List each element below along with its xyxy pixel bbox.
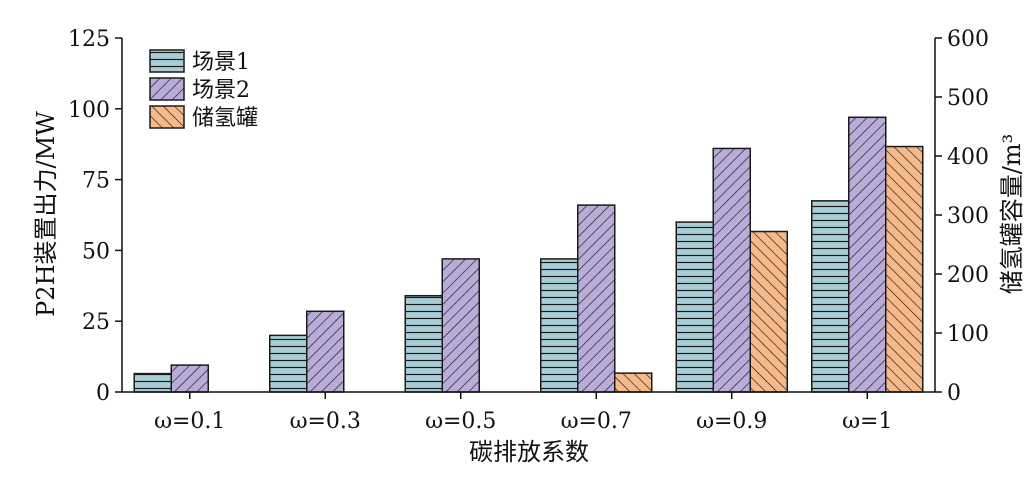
bar-scenario1: [540, 258, 579, 393]
bar-scenario2: [712, 147, 751, 393]
legend-swatch-scenario1: [149, 49, 185, 73]
x-tick-label: ω=0.5: [425, 409, 496, 434]
y2-tick-label: 300: [947, 204, 989, 229]
x-axis-title: 碳排放系数: [469, 438, 589, 466]
y-tick-label: 100: [68, 98, 110, 123]
y2-tick-label: 100: [947, 322, 989, 347]
bar-hydrogen-tank: [885, 145, 924, 393]
y2-tick-label: 600: [947, 27, 989, 52]
bar-scenario2: [441, 258, 480, 393]
bar-scenario2: [577, 204, 616, 393]
x-tick-label: ω=0.7: [561, 409, 632, 434]
y2-tick-label: 200: [947, 263, 989, 288]
ticks-layer: ω=0.1 ω=0.3 ω=0.5 ω=0.7 ω=0.9 ω=1 0 25 50 75 100 12…: [68, 27, 989, 434]
y-tick-label: 25: [82, 310, 110, 335]
y-tick-label: 75: [82, 169, 110, 194]
x-tick-label: ω=0.3: [290, 409, 361, 434]
bars-layer: [133, 116, 924, 393]
y2-tick-label: 500: [947, 86, 989, 111]
bar-scenario1: [675, 221, 714, 393]
legend-label-hydrogen-tank: 储氢罐: [192, 106, 258, 131]
legend-label-scenario2: 场景2: [192, 78, 250, 103]
x-tick-label: ω=1: [842, 409, 892, 434]
bar-scenario2: [170, 364, 209, 393]
y-axis-title: P2H装置出力/MW: [32, 111, 60, 317]
legend-swatch-hydrogen-tank: [149, 105, 185, 129]
bar-scenario2: [306, 310, 345, 393]
bar-hydrogen-tank: [749, 230, 788, 393]
bar-hydrogen-tank: [614, 372, 653, 393]
y2-axis-title: 储氢罐容量/m³: [998, 134, 1026, 294]
legend: 场景1 场景2 储氢罐: [149, 49, 258, 131]
y2-tick-label: 400: [947, 145, 989, 170]
y-tick-label: 50: [82, 239, 110, 264]
legend-label-scenario1: 场景1: [192, 50, 250, 75]
legend-swatch-scenario2: [149, 77, 185, 101]
y-tick-label: 0: [96, 381, 110, 406]
y-tick-label: 125: [68, 27, 110, 52]
bar-scenario1: [269, 334, 308, 393]
bar-scenario1: [811, 200, 850, 393]
bar-scenario1: [133, 372, 172, 393]
x-tick-label: ω=0.1: [154, 409, 225, 434]
x-tick-label: ω=0.9: [696, 409, 767, 434]
y2-tick-label: 0: [947, 381, 961, 406]
bar-scenario2: [848, 116, 887, 393]
bar-scenario1: [404, 294, 443, 393]
